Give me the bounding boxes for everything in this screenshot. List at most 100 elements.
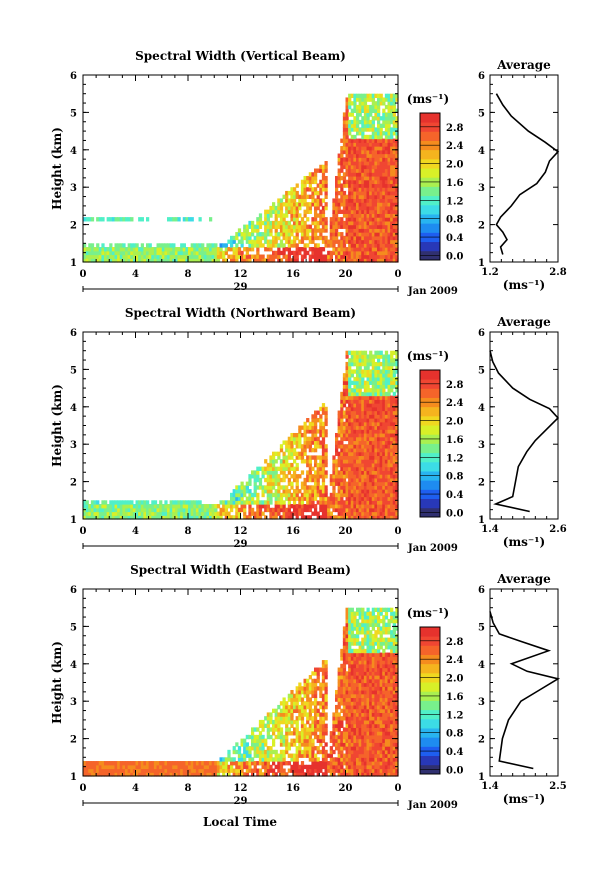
heatmap-cell	[262, 255, 265, 259]
heatmap-cell	[91, 243, 94, 247]
heatmap-cell	[325, 161, 328, 165]
panel-title: Spectral Width (Vertical Beam)	[135, 49, 346, 63]
heatmap-cell	[322, 437, 325, 441]
heatmap-cell	[262, 493, 265, 497]
x-tick-label: 16	[286, 526, 300, 537]
heatmap-cell	[259, 482, 262, 486]
heatmap-cell	[325, 489, 328, 493]
heatmap-cell	[246, 742, 249, 746]
heatmap-cell	[343, 668, 346, 672]
heatmap-cell	[343, 478, 346, 482]
heatmap-cell	[314, 690, 317, 694]
heatmap-cell	[280, 240, 283, 244]
heatmap-cell	[280, 765, 283, 769]
heatmap-cell	[304, 433, 307, 437]
heatmap-cell	[296, 720, 299, 724]
heatmap-cell	[325, 697, 328, 701]
heatmap-cell	[293, 240, 296, 244]
avg-y-tick-label: 6	[478, 71, 485, 82]
heatmap-cell	[298, 474, 301, 478]
avg-x-tick-label: 2.6	[549, 524, 566, 535]
heatmap-cell	[199, 217, 202, 221]
heatmap-cell	[325, 422, 328, 426]
heatmap-cell	[319, 690, 322, 694]
heatmap-cell	[285, 724, 288, 728]
x-tick-label: 4	[132, 269, 139, 280]
heatmap-cell	[267, 731, 270, 735]
heatmap-cell	[338, 206, 341, 210]
heatmap-cell	[201, 243, 204, 247]
heatmap-cell	[288, 221, 291, 225]
heatmap-cell	[243, 493, 246, 497]
heatmap-cell	[346, 135, 349, 139]
heatmap-cell	[248, 482, 251, 486]
heatmap-cell	[393, 105, 396, 109]
heatmap-cell	[311, 240, 314, 244]
colorbar-unit: (ms⁻¹)	[407, 349, 449, 363]
heatmap-cell	[96, 243, 99, 247]
average-title: Average	[496, 315, 551, 329]
heatmap-cell	[262, 474, 265, 478]
heatmap-cell	[369, 351, 372, 355]
heatmap-cell	[314, 716, 317, 720]
heatmap-cell	[325, 180, 328, 184]
heatmap-cell	[296, 493, 299, 497]
heatmap-cell	[322, 426, 325, 430]
heatmap-cell	[309, 470, 312, 474]
heatmap-cell	[325, 470, 328, 474]
x-tick-label: 0	[395, 526, 402, 537]
heatmap-cell	[340, 232, 343, 236]
heatmap-cell	[314, 705, 317, 709]
heatmap-cell	[380, 127, 383, 131]
heatmap-cell	[325, 411, 328, 415]
heatmap-cell	[306, 418, 309, 422]
heatmap-cell	[306, 217, 309, 221]
heatmap-cell	[288, 247, 291, 251]
heatmap-cell	[372, 120, 375, 124]
colorbar-swatch	[420, 150, 440, 160]
heatmap-cell	[304, 255, 307, 259]
heatmap-cell	[309, 210, 312, 214]
colorbar-tick-label: 0.0	[446, 508, 463, 519]
heatmap-cell	[272, 455, 275, 459]
heatmap-cell	[280, 444, 283, 448]
heatmap-cell	[361, 131, 364, 135]
heatmap-cell	[390, 354, 393, 358]
heatmap-cell	[335, 228, 338, 232]
heatmap-cell	[304, 183, 307, 187]
heatmap-cell	[388, 392, 391, 396]
date-label: Jan 2009	[407, 543, 458, 554]
colorbar-swatch	[420, 388, 440, 398]
heatmap-cell	[325, 731, 328, 735]
heatmap-cell	[317, 206, 320, 210]
heatmap-cell	[285, 459, 288, 463]
heatmap-cell	[380, 351, 383, 355]
heatmap-cell	[332, 731, 335, 735]
heatmap-cell	[275, 750, 278, 754]
heatmap-cell	[280, 727, 283, 731]
heatmap-cell	[317, 478, 320, 482]
heatmap-cell	[304, 422, 307, 426]
heatmap-cell	[296, 183, 299, 187]
heatmap-cell	[109, 243, 112, 247]
heatmap-cell	[304, 448, 307, 452]
heatmap-cell	[314, 504, 317, 508]
average-unit: (ms⁻¹)	[503, 278, 545, 292]
heatmap-cell	[243, 757, 246, 761]
heatmap-cell	[330, 754, 333, 758]
heatmap-cell	[348, 105, 351, 109]
heatmap-cell	[325, 459, 328, 463]
heatmap-cell	[340, 217, 343, 221]
heatmap-cell	[325, 206, 328, 210]
heatmap-cell	[322, 739, 325, 743]
heatmap-field	[83, 608, 399, 777]
heatmap-cell	[332, 489, 335, 493]
y-tick-label: 5	[70, 365, 77, 376]
heatmap-cell	[340, 418, 343, 422]
avg-x-tick-label: 1.4	[481, 524, 498, 535]
heatmap-cell	[269, 754, 272, 758]
heatmap-cell	[325, 493, 328, 497]
colorbar-swatch	[420, 480, 440, 490]
heatmap-cell	[343, 191, 346, 195]
